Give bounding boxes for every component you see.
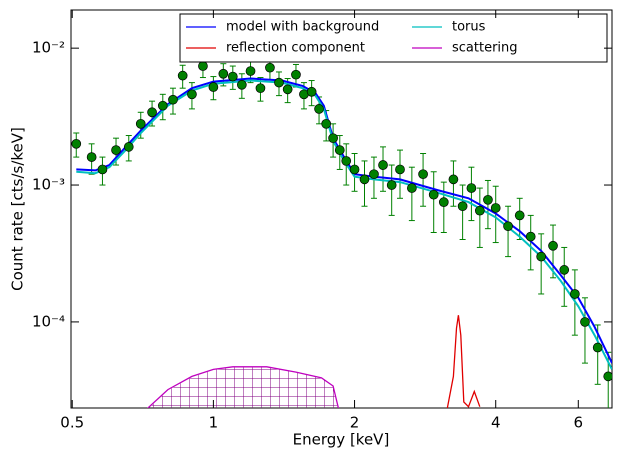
data-point (321, 118, 332, 129)
legend-label: scattering (452, 41, 518, 56)
data-point (369, 169, 379, 180)
data-point (428, 189, 439, 200)
data-point (466, 183, 477, 193)
data-point (282, 84, 293, 95)
data-point (147, 107, 157, 118)
data-point (227, 71, 238, 82)
data-point (570, 289, 580, 299)
data-point (525, 231, 536, 242)
data-point (177, 70, 188, 81)
y-tick-label: 10⁻³ (32, 176, 65, 194)
data-point (237, 79, 247, 90)
data-point (359, 174, 370, 185)
data-point (328, 133, 338, 144)
data-point (111, 145, 121, 155)
data-point (559, 265, 570, 275)
legend: model with background torus reflection com… (179, 13, 608, 63)
data-point (474, 205, 485, 216)
data-point (187, 89, 197, 100)
y-tick-label: 10⁻² (32, 39, 65, 57)
data-point (514, 210, 525, 221)
data-point (274, 77, 284, 88)
data-point (448, 174, 459, 185)
data-point (97, 164, 108, 175)
data-point (349, 164, 360, 175)
legend-label: reflection component (226, 41, 365, 56)
plot-area (71, 55, 612, 408)
x-tick-label: 6 (574, 414, 584, 432)
x-axis-label: Energy [keV] (293, 431, 390, 449)
data-point (438, 197, 449, 207)
model-line (76, 77, 612, 364)
data-point (407, 183, 417, 193)
data-point (378, 160, 388, 170)
plot-frame (70, 9, 613, 409)
legend-label: model with background (226, 20, 379, 35)
data-point (395, 164, 405, 175)
data-point (123, 142, 134, 152)
model-line (146, 366, 340, 408)
data-point (168, 94, 178, 105)
data-point (245, 66, 256, 76)
y-tick-label: 10⁻⁴ (32, 312, 65, 330)
data-point (314, 104, 324, 114)
data-point (157, 100, 168, 111)
x-tick-label: 1 (209, 414, 219, 432)
data-point (208, 82, 219, 92)
data-point (86, 152, 97, 162)
model-line (446, 315, 481, 408)
data-point (483, 194, 493, 205)
data-point (218, 68, 229, 79)
data-point (291, 69, 301, 80)
data-point (603, 371, 612, 382)
data-point (418, 169, 428, 180)
data-point (198, 61, 208, 71)
x-tick-label: 2 (350, 414, 360, 432)
data-point (536, 251, 547, 262)
data-point (334, 145, 345, 155)
data-point (386, 180, 397, 190)
data-point (306, 86, 317, 97)
data-point (457, 201, 468, 212)
data-point (135, 118, 146, 129)
data-point (341, 156, 352, 166)
model-line (76, 79, 612, 370)
data-point (503, 221, 513, 232)
data-point (580, 317, 590, 327)
scattering-hatch (146, 366, 339, 408)
data-point (592, 342, 603, 353)
x-tick-label: 0.5 (60, 414, 84, 432)
legend-label: torus (452, 20, 486, 35)
data-point (265, 62, 275, 73)
data-point (490, 203, 501, 213)
y-axis-label: Count rate [cts/s/keV] (9, 127, 27, 291)
data-point (548, 240, 558, 251)
data-point (71, 138, 82, 149)
data-point (255, 83, 266, 94)
x-tick-label: 4 (491, 414, 501, 432)
legend-box (179, 13, 608, 63)
